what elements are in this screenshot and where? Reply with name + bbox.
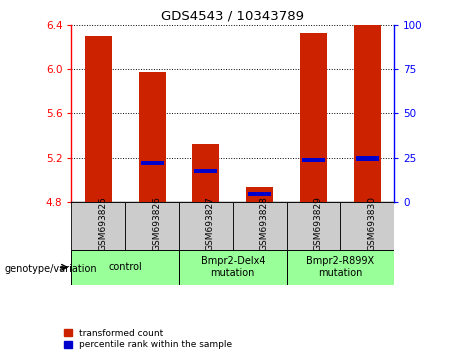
- Bar: [246, 187, 273, 202]
- Bar: [71, 202, 125, 250]
- Bar: [179, 250, 287, 285]
- Bar: [300, 33, 327, 202]
- Bar: [195, 169, 217, 173]
- Text: Bmpr2-R899X
mutation: Bmpr2-R899X mutation: [306, 256, 374, 278]
- Bar: [287, 250, 394, 285]
- Text: Bmpr2-Delx4
mutation: Bmpr2-Delx4 mutation: [201, 256, 265, 278]
- Text: genotype/variation: genotype/variation: [5, 264, 97, 274]
- Text: GSM693826: GSM693826: [152, 196, 161, 251]
- Text: GSM693828: GSM693828: [260, 196, 269, 251]
- Text: control: control: [108, 262, 142, 272]
- Bar: [248, 192, 271, 196]
- Text: GSM693827: GSM693827: [206, 196, 215, 251]
- Text: GSM693825: GSM693825: [98, 196, 107, 251]
- Bar: [179, 202, 233, 250]
- Bar: [125, 202, 179, 250]
- Title: GDS4543 / 10343789: GDS4543 / 10343789: [161, 9, 304, 22]
- Text: GSM693830: GSM693830: [367, 196, 376, 251]
- Bar: [302, 158, 325, 162]
- Bar: [139, 72, 165, 202]
- Bar: [340, 202, 394, 250]
- Bar: [354, 25, 381, 202]
- Bar: [141, 161, 164, 165]
- Bar: [71, 250, 179, 285]
- Legend: transformed count, percentile rank within the sample: transformed count, percentile rank withi…: [65, 329, 232, 349]
- Bar: [233, 202, 287, 250]
- Bar: [193, 144, 219, 202]
- Text: GSM693829: GSM693829: [313, 196, 323, 251]
- Bar: [287, 202, 340, 250]
- Bar: [356, 156, 378, 161]
- Bar: [85, 36, 112, 202]
